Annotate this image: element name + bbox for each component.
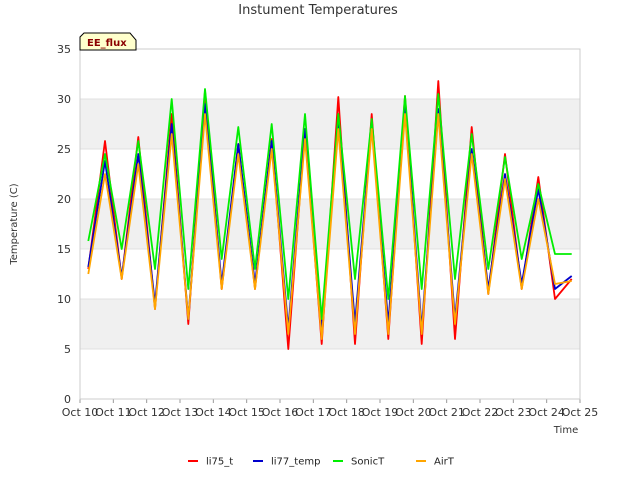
x-tick-label: Oct 19 <box>362 406 399 419</box>
site-badge-label: EE_flux <box>87 38 127 49</box>
y-tick-label: 20 <box>57 193 71 206</box>
y-tick-label: 25 <box>57 143 71 156</box>
y-tick-label: 35 <box>57 43 71 56</box>
y-tick-label: 0 <box>64 393 71 406</box>
grid-band <box>80 249 580 299</box>
plot-frame <box>79 48 581 400</box>
y-axis-title: Temperature (C) <box>9 183 20 265</box>
x-tick-label: Oct 17 <box>295 406 332 419</box>
series-line-sonict <box>87 88 572 320</box>
x-tick-label: Oct 12 <box>128 406 165 419</box>
x-tick-label: Oct 11 <box>95 406 132 419</box>
x-tick-label: Oct 21 <box>428 406 465 419</box>
x-tick-label: Oct 15 <box>228 406 265 419</box>
y-tick-label: 15 <box>57 243 71 256</box>
y-tick-label: 30 <box>57 93 71 106</box>
series-lines <box>87 80 573 350</box>
grid-band <box>80 299 580 349</box>
legend: li75_t li77_temp SonicT AirT <box>188 457 455 468</box>
legend-label: SonicT <box>351 457 385 468</box>
x-tick-label: Oct 24 <box>528 406 565 419</box>
grid-band <box>80 349 580 399</box>
x-tick-label: Oct 20 <box>395 406 432 419</box>
x-tick-label: Oct 14 <box>195 406 232 419</box>
y-tick-label: 5 <box>64 343 71 356</box>
x-tick-label: Oct 25 <box>562 406 599 419</box>
grid-band <box>80 49 580 99</box>
x-tick-label: Oct 18 <box>328 406 365 419</box>
legend-label: li77_temp <box>271 457 320 468</box>
grid-band <box>80 99 580 149</box>
chart-title: Instument Temperatures <box>238 3 398 18</box>
x-tick-label: Oct 22 <box>462 406 499 419</box>
x-tick-label: Oct 13 <box>162 406 199 419</box>
x-tick-label: Oct 10 <box>62 406 99 419</box>
site-badge: EE_flux <box>79 32 137 51</box>
x-tick-label: Oct 16 <box>262 406 299 419</box>
series-line-airt <box>87 113 572 340</box>
legend-label: li75_t <box>206 457 233 468</box>
legend-label: AirT <box>434 457 455 468</box>
x-tick-label: Oct 23 <box>495 406 532 419</box>
site-badge-box <box>79 32 137 51</box>
y-axis-ticks: 0 5 10 15 20 25 30 35 <box>57 43 71 406</box>
x-axis-title: Time <box>553 425 578 436</box>
y-tick-label: 10 <box>57 293 71 306</box>
